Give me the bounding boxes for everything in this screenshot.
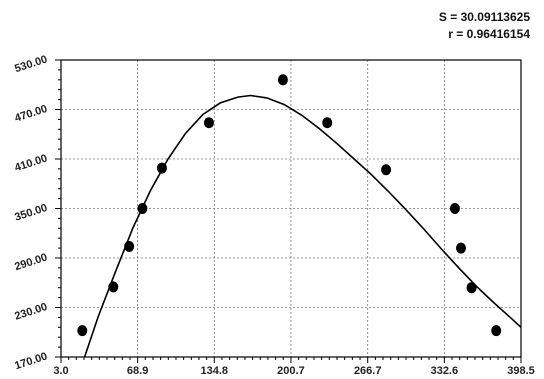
x-tick-label: 266.7 — [354, 365, 382, 377]
x-axis-ticks — [60, 357, 522, 363]
y-axis-tick-labels: 170.00 230.00 290.00 350.00 410.00 470.00 530.… — [13, 53, 49, 372]
data-point — [491, 325, 502, 337]
stat-s-value: S = 30.09113625 — [438, 10, 530, 24]
y-tick-label: 230.00 — [13, 301, 49, 323]
fit-curve — [83, 94, 521, 357]
x-tick-label: 398.5 — [507, 365, 535, 377]
x-tick-label: 200.7 — [277, 365, 305, 377]
stat-r-value: r = 0.96416154 — [448, 27, 530, 41]
y-tick-label: 290.00 — [13, 251, 49, 273]
data-point — [108, 281, 119, 293]
x-tick-label: 3.0 — [53, 365, 68, 377]
data-point — [277, 74, 288, 86]
x-tick-label: 134.8 — [201, 365, 229, 377]
data-point — [449, 203, 460, 214]
data-point — [124, 240, 135, 252]
y-tick-label: 170.00 — [13, 350, 49, 372]
y-axis-ticks — [55, 59, 61, 358]
y-tick-label: 470.00 — [13, 103, 49, 125]
y-tick-label: 530.00 — [13, 53, 49, 75]
x-tick-label: 332.6 — [431, 365, 459, 377]
plot-area-frame — [60, 59, 522, 358]
data-point — [322, 117, 333, 129]
data-point — [203, 117, 214, 129]
fit-curve-layer — [83, 94, 521, 357]
data-point — [381, 164, 392, 176]
data-point — [455, 242, 466, 254]
x-axis-tick-labels: 3.0 68.9 134.8 200.7 266.7 332.6 398.5 — [53, 365, 534, 377]
data-point — [466, 282, 477, 294]
data-point — [137, 203, 148, 214]
y-tick-label: 410.00 — [13, 152, 49, 174]
y-tick-label: 350.00 — [13, 202, 49, 224]
x-tick-label: 68.9 — [127, 365, 148, 377]
data-points — [77, 74, 502, 337]
data-point — [156, 162, 167, 174]
data-point — [77, 325, 88, 337]
